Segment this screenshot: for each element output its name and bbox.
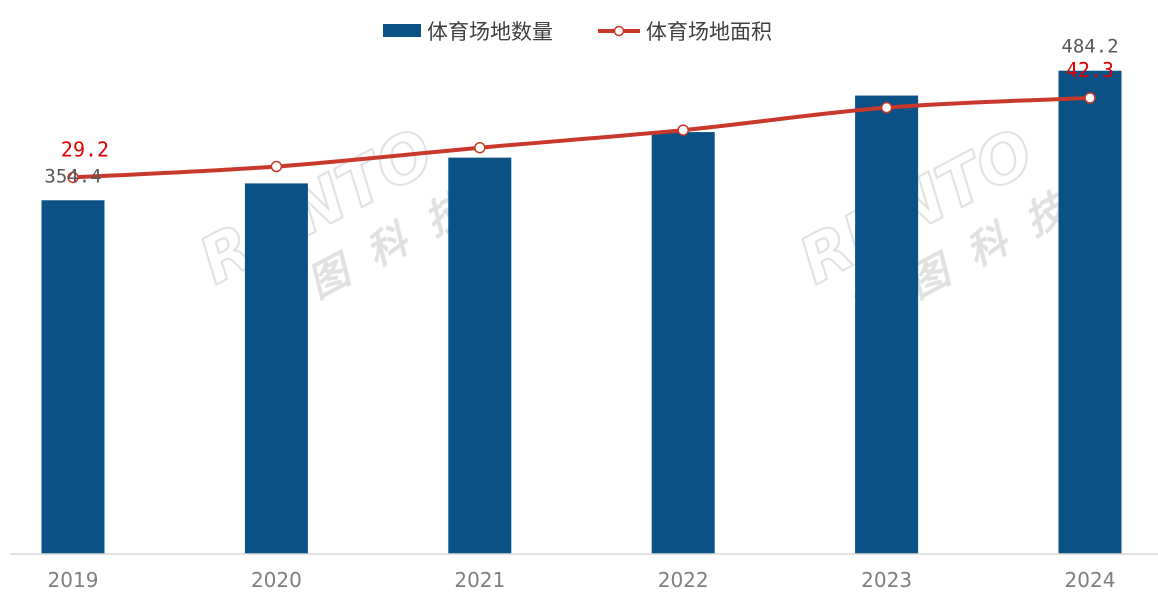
line-point-2023 xyxy=(880,101,893,114)
line-data-label: 29.2 xyxy=(61,137,109,161)
watermarks: RUNTO洛图科技RUNTO洛图科技 xyxy=(187,114,1097,338)
line-point-2024 xyxy=(1084,92,1096,104)
bar-series xyxy=(41,70,1122,554)
line-point-2019 xyxy=(67,171,79,184)
line-point-2021 xyxy=(474,141,486,154)
x-tick-label: 2024 xyxy=(1065,568,1116,592)
bar-2024 xyxy=(1058,70,1122,554)
line-path xyxy=(72,95,1091,180)
bar-2022 xyxy=(651,132,715,554)
x-axis-ticks: 2019 2020 2021 2022 2023 2024 xyxy=(48,568,1116,592)
bar-2021 xyxy=(448,157,512,554)
legend: 体育场地数量 体育场地面积 xyxy=(383,20,772,44)
x-tick-label: 2019 xyxy=(48,568,99,592)
x-tick-label: 2022 xyxy=(658,568,709,592)
legend-bar-label: 体育场地数量 xyxy=(427,20,553,44)
bar-data-label: 484.2 xyxy=(1061,36,1118,58)
bar-2019 xyxy=(41,200,105,554)
line-series xyxy=(67,92,1096,184)
line-point-2020 xyxy=(270,160,283,173)
bar-data-label: 354.4 xyxy=(44,165,101,187)
legend-bar-swatch xyxy=(383,24,421,37)
legend-line-label: 体育场地面积 xyxy=(646,20,772,44)
line-point-2022 xyxy=(677,124,689,136)
x-tick-label: 2023 xyxy=(861,568,912,592)
data-labels: 354.4 484.2 29.2 42.3 xyxy=(44,36,1118,188)
bar-2020 xyxy=(244,183,308,554)
x-tick-label: 2020 xyxy=(251,568,302,592)
x-tick-label: 2021 xyxy=(454,568,505,592)
legend-line-marker xyxy=(613,25,625,37)
bar-2023 xyxy=(855,95,919,554)
line-data-label: 42.3 xyxy=(1066,58,1114,82)
